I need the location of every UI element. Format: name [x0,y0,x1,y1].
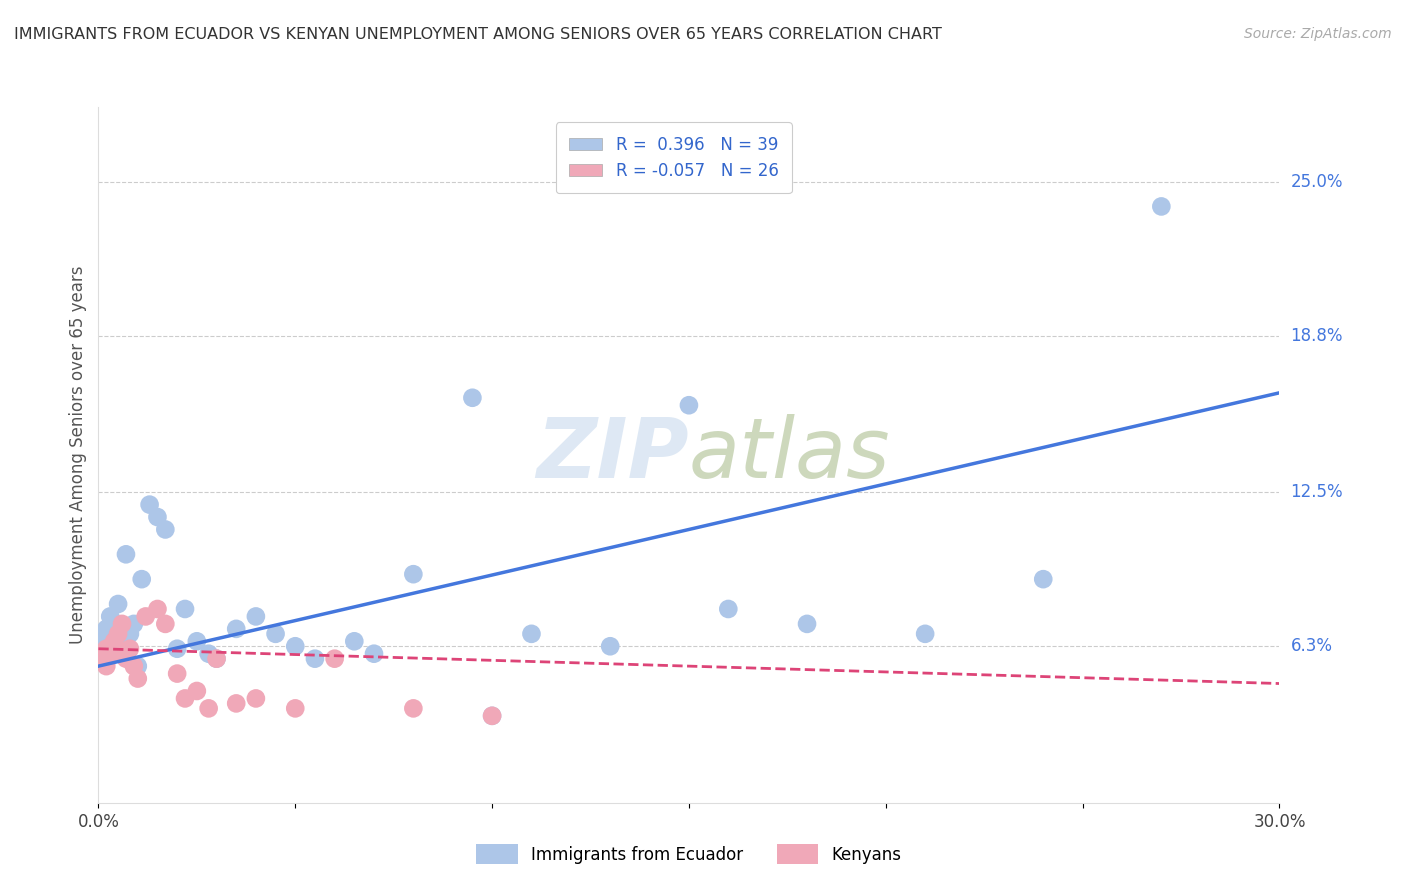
Point [96,641,118,656]
Point [107,647,129,661]
Point [96,659,118,673]
Point [98,609,121,624]
Point [363,647,385,661]
Point [107,597,129,611]
Point [127,659,149,673]
Point [461,391,484,405]
Point [91,634,114,648]
Point [103,634,125,648]
Point [599,639,621,653]
Point [98,647,121,661]
Point [402,701,425,715]
Point [1032,572,1054,586]
Point [174,691,197,706]
Point [146,510,169,524]
Point [127,672,149,686]
Point [264,627,287,641]
Point [520,627,543,641]
Y-axis label: Unemployment Among Seniors over 65 years: Unemployment Among Seniors over 65 years [69,266,87,644]
Point [225,697,247,711]
Point [166,666,188,681]
Point [197,701,219,715]
Text: 6.3%: 6.3% [1291,637,1333,656]
Point [146,602,169,616]
Point [135,609,157,624]
Point [115,547,138,561]
Text: Source: ZipAtlas.com: Source: ZipAtlas.com [1244,27,1392,41]
Point [197,647,219,661]
Point [118,627,141,641]
Text: atlas: atlas [689,415,890,495]
Point [186,684,208,698]
Text: 25.0%: 25.0% [1291,172,1343,191]
Point [225,622,247,636]
Point [914,627,936,641]
Point [284,701,307,715]
Point [103,616,125,631]
Point [155,616,177,631]
Point [111,616,134,631]
Point [1150,199,1173,213]
Point [402,567,425,582]
Point [122,616,145,631]
Point [107,634,129,648]
Point [96,622,118,636]
Legend: Immigrants from Ecuador, Kenyans: Immigrants from Ecuador, Kenyans [470,838,908,871]
Point [166,641,188,656]
Point [323,651,346,665]
Point [245,691,267,706]
Point [796,616,818,631]
Point [91,651,114,665]
Point [481,708,503,723]
Point [115,651,138,665]
Text: IMMIGRANTS FROM ECUADOR VS KENYAN UNEMPLOYMENT AMONG SENIORS OVER 65 YEARS CORRE: IMMIGRANTS FROM ECUADOR VS KENYAN UNEMPL… [14,27,942,42]
Point [186,634,208,648]
Point [138,498,160,512]
Point [205,651,228,665]
Text: ZIP: ZIP [536,415,689,495]
Point [717,602,740,616]
Point [155,523,177,537]
Point [118,641,141,656]
Point [122,659,145,673]
Point [245,609,267,624]
Point [174,602,197,616]
Point [284,639,307,653]
Point [304,651,326,665]
Point [98,627,121,641]
Point [111,639,134,653]
Point [131,572,153,586]
Point [107,627,129,641]
Point [678,398,700,412]
Text: 12.5%: 12.5% [1291,483,1343,501]
Point [481,708,503,723]
Point [343,634,366,648]
Text: 18.8%: 18.8% [1291,326,1343,344]
Point [205,651,228,665]
